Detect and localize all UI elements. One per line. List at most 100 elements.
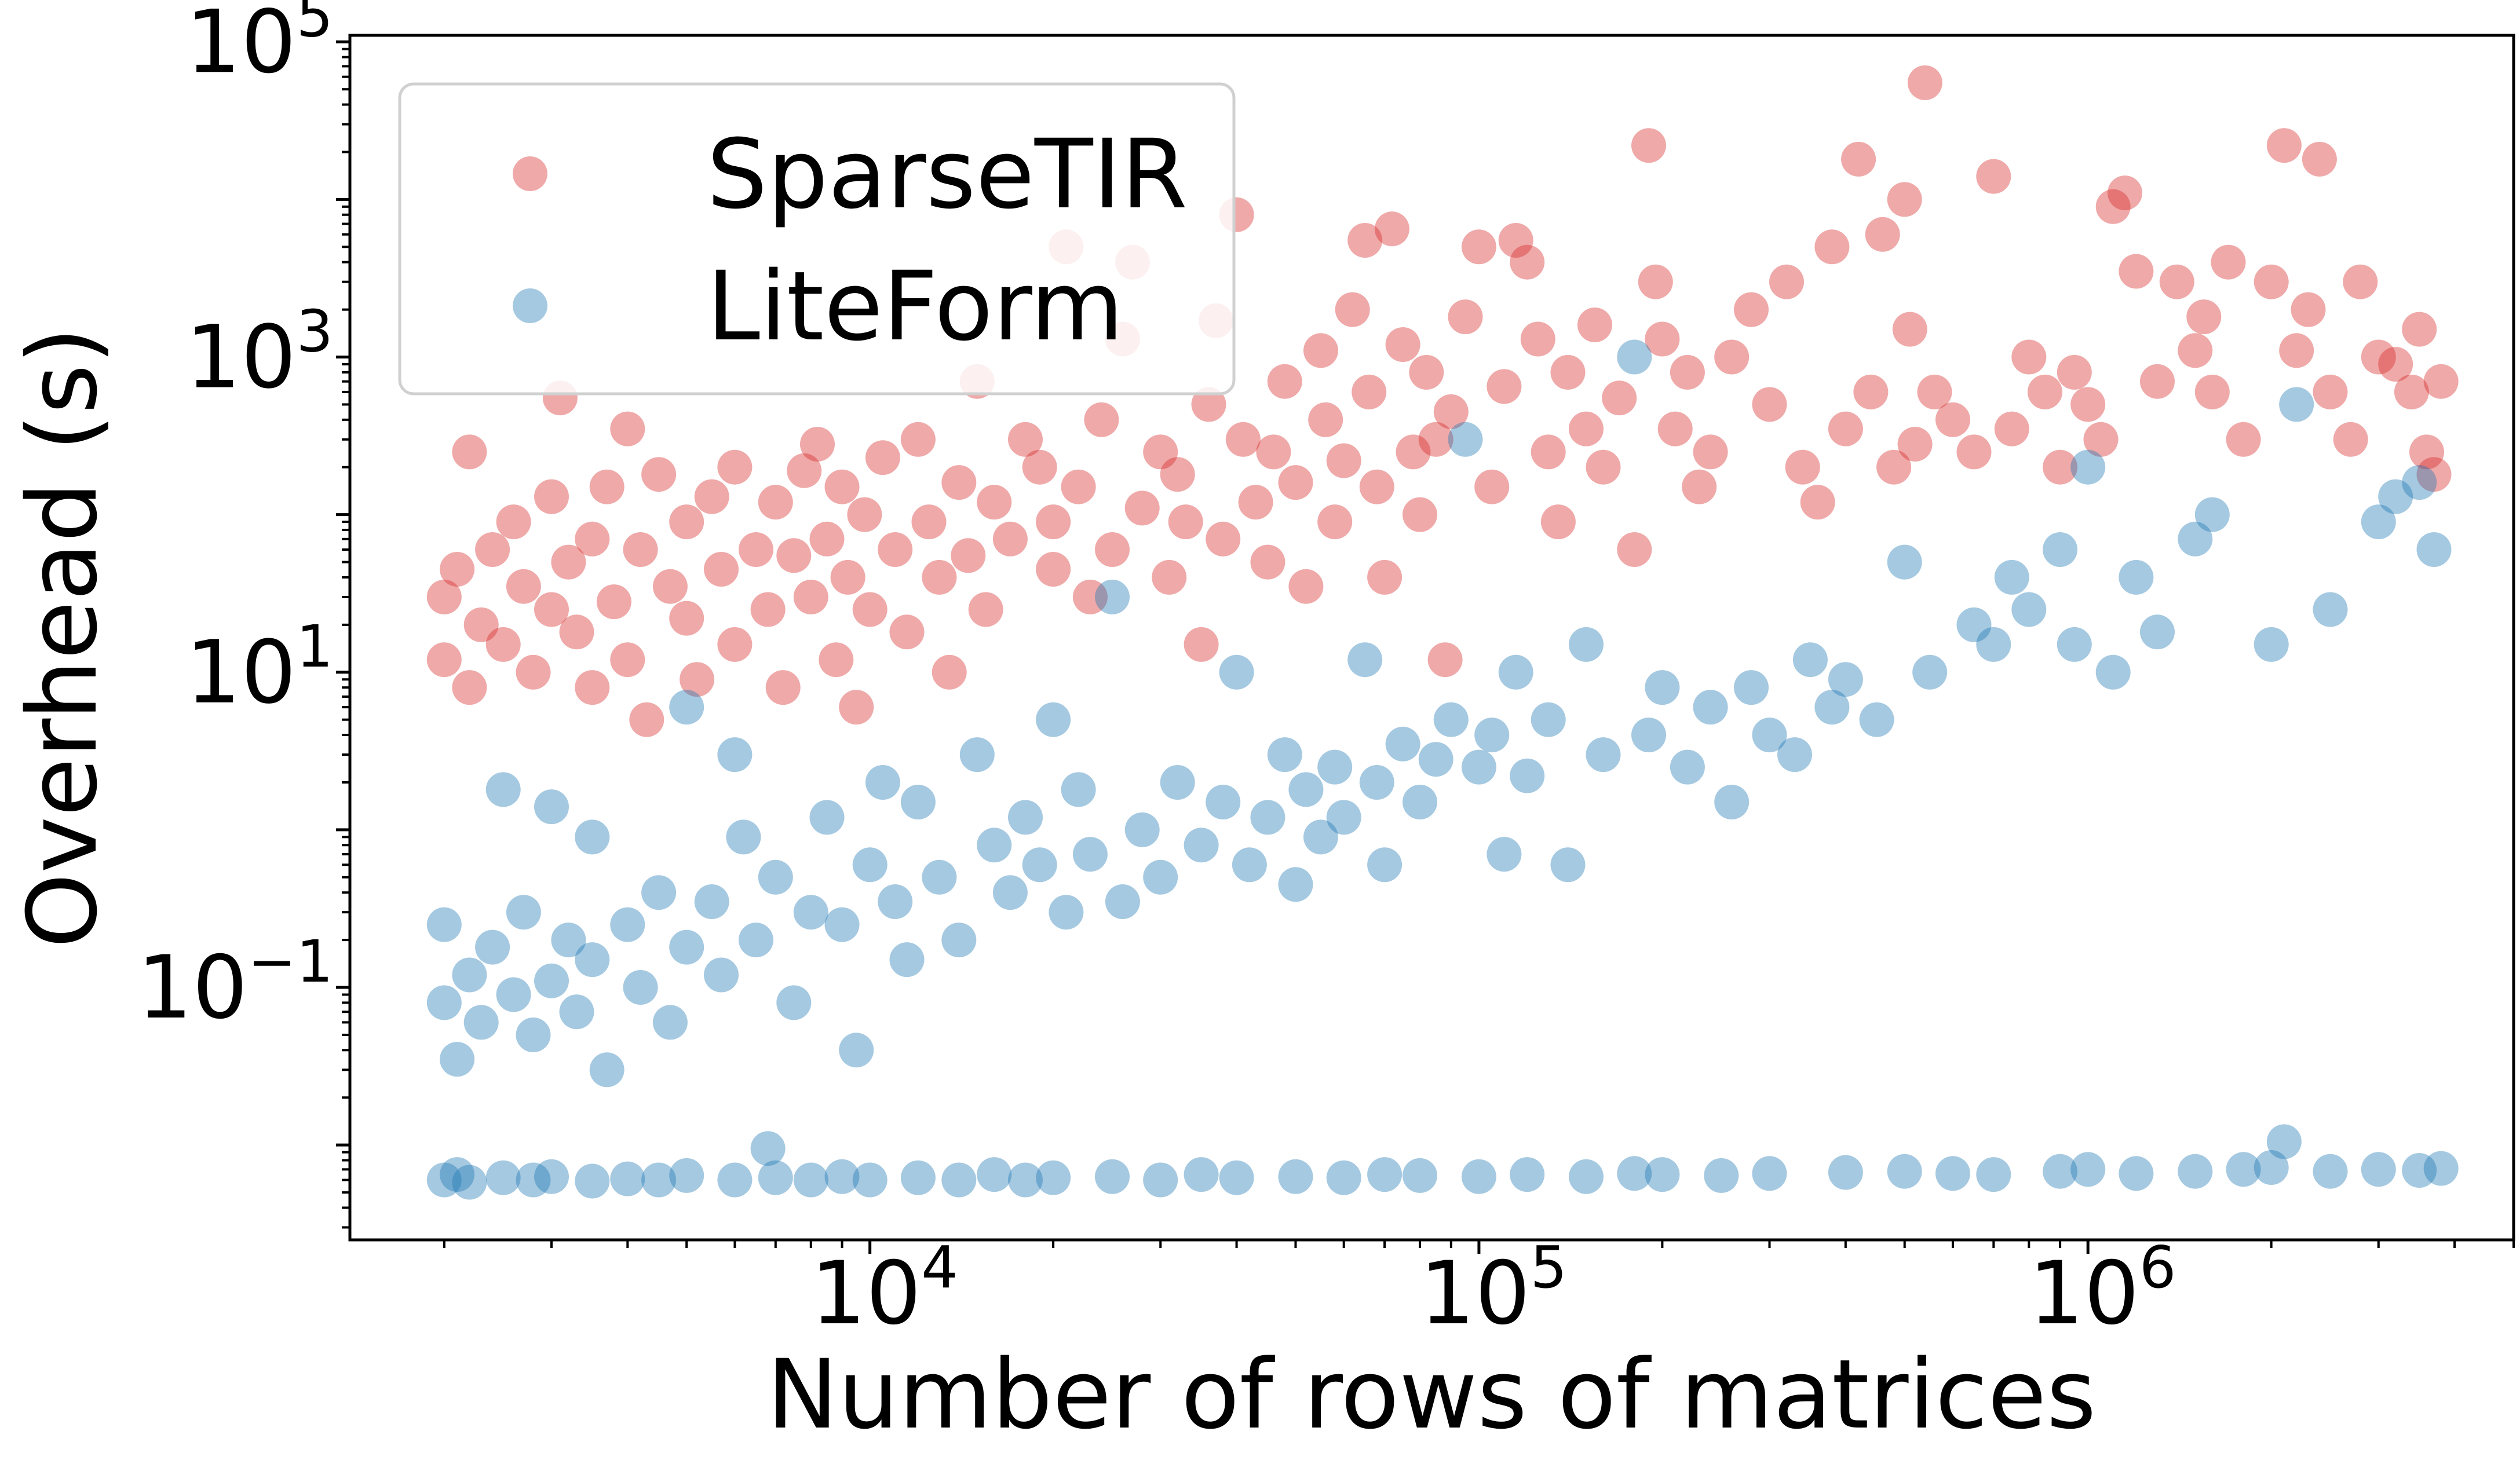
point-sparsetir: [1409, 354, 1444, 390]
legend-marker-sparsetir: [513, 156, 547, 191]
point-liteform: [1095, 579, 1130, 614]
point-sparsetir: [1124, 491, 1160, 526]
point-sparsetir: [1487, 369, 1522, 404]
point-sparsetir: [839, 690, 874, 725]
point-liteform: [1403, 1158, 1437, 1193]
point-sparsetir: [2302, 141, 2337, 177]
point-sparsetir: [977, 485, 1012, 520]
point-liteform: [1734, 670, 1769, 705]
point-liteform: [1124, 812, 1160, 847]
point-liteform: [506, 895, 541, 930]
point-liteform: [941, 923, 977, 958]
point-liteform: [1550, 847, 1586, 883]
point-liteform: [589, 1052, 624, 1088]
point-sparsetir: [2108, 175, 2142, 211]
y-tick-label: 105: [186, 0, 334, 93]
point-liteform: [516, 1018, 551, 1052]
plot-frame: [348, 34, 2515, 1242]
point-sparsetir: [2333, 422, 2368, 457]
point-sparsetir: [2211, 244, 2246, 280]
point-sparsetir: [534, 479, 569, 514]
point-liteform: [977, 1157, 1012, 1192]
point-liteform: [922, 859, 957, 895]
point-sparsetir: [1828, 411, 1863, 446]
point-liteform: [1385, 726, 1420, 762]
point-sparsetir: [1645, 321, 1680, 357]
point-liteform: [2279, 387, 2314, 422]
point-liteform: [426, 1162, 462, 1198]
point-liteform: [575, 1163, 610, 1199]
point-sparsetir: [1631, 128, 1666, 163]
point-sparsetir: [1550, 354, 1586, 390]
point-sparsetir: [1374, 211, 1409, 247]
point-sparsetir: [878, 532, 913, 567]
point-liteform: [824, 907, 860, 942]
point-liteform: [726, 819, 761, 855]
point-sparsetir: [575, 670, 610, 705]
point-liteform: [1498, 654, 1533, 690]
point-sparsetir: [758, 485, 793, 520]
point-liteform: [1487, 837, 1522, 872]
point-liteform: [610, 1161, 645, 1196]
point-sparsetir: [800, 427, 835, 462]
point-liteform: [776, 985, 812, 1020]
point-sparsetir: [694, 479, 729, 514]
point-liteform: [1326, 1160, 1361, 1195]
point-sparsetir: [819, 642, 854, 678]
point-sparsetir: [534, 592, 569, 627]
point-sparsetir: [1785, 449, 1820, 485]
point-sparsetir: [1520, 321, 1555, 357]
point-sparsetir: [1288, 569, 1324, 604]
point-sparsetir: [426, 579, 462, 614]
point-liteform: [1278, 867, 1313, 902]
point-sparsetir: [1326, 443, 1361, 478]
point-sparsetir: [1418, 422, 1453, 457]
y-tick-label: 101: [186, 613, 334, 723]
point-liteform: [1617, 1156, 1652, 1191]
point-liteform: [2194, 497, 2230, 532]
point-sparsetir: [452, 434, 487, 470]
point-sparsetir: [1022, 449, 1057, 485]
point-sparsetir: [1670, 354, 1705, 390]
point-liteform: [1206, 785, 1241, 819]
point-sparsetir: [793, 579, 828, 614]
point-liteform: [452, 957, 487, 993]
point-sparsetir: [1367, 559, 1403, 595]
point-sparsetir: [1617, 532, 1652, 567]
point-liteform: [1403, 785, 1437, 819]
point-sparsetir: [1347, 223, 1383, 258]
point-liteform: [1569, 627, 1604, 662]
point-sparsetir: [1907, 65, 1942, 100]
y-tick-label: 103: [186, 298, 334, 408]
point-sparsetir: [1956, 434, 1992, 470]
point-sparsetir: [1396, 434, 1431, 470]
point-sparsetir: [1385, 327, 1420, 362]
point-liteform: [1714, 785, 1750, 819]
point-sparsetir: [1184, 627, 1219, 662]
point-sparsetir: [1160, 457, 1195, 492]
point-sparsetir: [951, 538, 986, 573]
point-liteform: [1367, 847, 1403, 883]
point-sparsetir: [1143, 434, 1178, 470]
point-liteform: [2402, 465, 2437, 500]
point-liteform: [669, 929, 704, 965]
point-sparsetir: [1352, 374, 1387, 409]
point-liteform: [559, 994, 594, 1030]
point-liteform: [485, 772, 521, 807]
point-sparsetir: [932, 654, 967, 690]
y-axis-ticks: 10−1 101 103 105: [137, 0, 350, 1229]
point-liteform: [1049, 895, 1084, 930]
point-liteform: [1704, 1158, 1739, 1193]
y-axis-label: Overhead (s): [7, 327, 118, 948]
point-liteform: [1631, 718, 1666, 753]
point-liteform: [1859, 702, 1894, 737]
x-axis-label: Number of rows of matrices: [766, 1339, 2096, 1450]
point-sparsetir: [2070, 387, 2106, 422]
point-liteform: [426, 985, 462, 1020]
point-sparsetir: [1577, 308, 1612, 342]
point-liteform: [852, 847, 888, 883]
point-sparsetir: [1317, 504, 1353, 540]
point-sparsetir: [1278, 465, 1313, 500]
